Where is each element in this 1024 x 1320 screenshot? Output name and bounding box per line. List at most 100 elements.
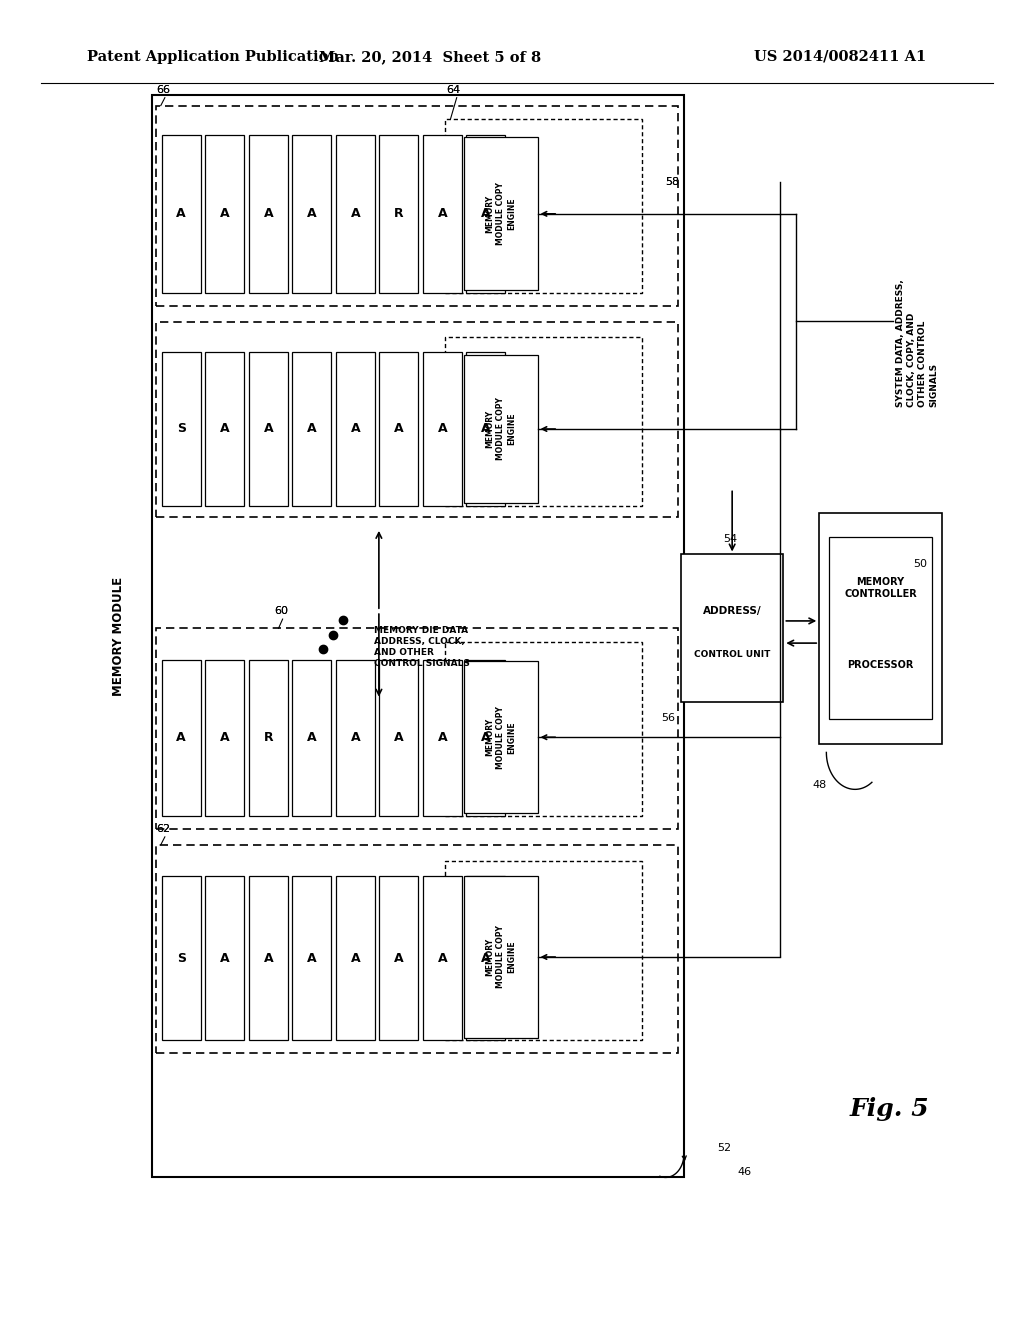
Bar	[380, 660, 419, 816]
Text: A: A	[220, 207, 229, 220]
Text: A: A	[350, 731, 360, 744]
Bar	[445, 119, 642, 293]
Text: A: A	[481, 207, 490, 220]
Text: A: A	[263, 207, 273, 220]
Text: A: A	[220, 952, 229, 965]
Text: A: A	[307, 731, 316, 744]
Text: A: A	[437, 207, 447, 220]
Text: A: A	[437, 422, 447, 436]
Bar	[156, 845, 678, 1053]
Text: PROCESSOR: PROCESSOR	[848, 660, 913, 669]
Bar	[336, 876, 375, 1040]
Text: A: A	[350, 207, 360, 220]
Bar	[467, 660, 506, 816]
Text: 64: 64	[446, 84, 461, 95]
Text: 66: 66	[157, 84, 171, 95]
Text: MEMORY
MODULE COPY
ENGINE: MEMORY MODULE COPY ENGINE	[485, 397, 516, 461]
Bar	[380, 352, 419, 506]
Bar	[152, 95, 684, 1177]
Bar	[249, 352, 288, 506]
Text: A: A	[263, 952, 273, 965]
Bar	[819, 513, 942, 744]
Bar	[464, 137, 538, 290]
Text: 50: 50	[913, 560, 928, 569]
Text: 66: 66	[157, 84, 171, 95]
Bar	[162, 876, 201, 1040]
Bar	[423, 135, 462, 293]
Text: A: A	[437, 952, 447, 965]
Bar	[464, 355, 538, 503]
Bar	[467, 876, 506, 1040]
Text: A: A	[263, 422, 273, 436]
Text: 48: 48	[812, 780, 826, 791]
Text: A: A	[481, 422, 490, 436]
Text: 58: 58	[666, 177, 680, 187]
Bar	[467, 352, 506, 506]
Text: Fig. 5: Fig. 5	[850, 1097, 930, 1121]
Bar	[467, 135, 506, 293]
Text: A: A	[176, 207, 186, 220]
Bar	[205, 660, 245, 816]
Bar	[380, 135, 419, 293]
Text: 62: 62	[157, 824, 171, 834]
Bar	[205, 876, 245, 1040]
Bar	[156, 322, 678, 517]
Text: 62: 62	[157, 824, 171, 834]
Text: R: R	[263, 731, 273, 744]
Bar	[829, 537, 932, 719]
Text: A: A	[307, 422, 316, 436]
Text: 60: 60	[274, 606, 289, 616]
Bar	[464, 876, 538, 1038]
Text: 54: 54	[723, 533, 737, 544]
Bar	[293, 660, 331, 816]
Bar	[336, 135, 375, 293]
Text: MEMORY DIE DATA
ADDRESS, CLOCK,
AND OTHER
CONTROL SIGNALS: MEMORY DIE DATA ADDRESS, CLOCK, AND OTHE…	[374, 626, 470, 668]
Text: A: A	[481, 952, 490, 965]
Text: 64: 64	[446, 84, 461, 95]
Bar	[336, 660, 375, 816]
Text: 56: 56	[662, 713, 676, 723]
Bar	[423, 876, 462, 1040]
Bar	[423, 660, 462, 816]
Text: A: A	[481, 731, 490, 744]
Bar	[423, 352, 462, 506]
Bar	[249, 135, 288, 293]
Text: A: A	[394, 731, 403, 744]
Bar	[156, 106, 678, 306]
Bar	[293, 876, 331, 1040]
Text: Patent Application Publication: Patent Application Publication	[87, 50, 339, 63]
Bar	[464, 661, 538, 813]
Text: S: S	[177, 422, 185, 436]
Bar	[336, 352, 375, 506]
Bar	[681, 554, 783, 702]
Bar	[249, 876, 288, 1040]
Text: 46: 46	[737, 1167, 752, 1177]
Text: Mar. 20, 2014  Sheet 5 of 8: Mar. 20, 2014 Sheet 5 of 8	[319, 50, 541, 63]
Bar	[293, 352, 331, 506]
Text: US 2014/0082411 A1: US 2014/0082411 A1	[754, 50, 926, 63]
Bar	[162, 135, 201, 293]
Text: A: A	[220, 422, 229, 436]
Text: MEMORY
MODULE COPY
ENGINE: MEMORY MODULE COPY ENGINE	[485, 925, 516, 989]
Text: 58: 58	[666, 177, 680, 187]
Text: MEMORY MODULE: MEMORY MODULE	[113, 577, 125, 696]
Bar	[162, 660, 201, 816]
Text: CONTROL UNIT: CONTROL UNIT	[694, 651, 770, 660]
Text: A: A	[350, 422, 360, 436]
Bar	[162, 352, 201, 506]
Bar	[445, 861, 642, 1040]
Text: MEMORY
MODULE COPY
ENGINE: MEMORY MODULE COPY ENGINE	[485, 706, 516, 768]
Text: SYSTEM DATA, ADDRESS,
CLOCK, COPY, AND
OTHER CONTROL
SIGNALS: SYSTEM DATA, ADDRESS, CLOCK, COPY, AND O…	[896, 280, 938, 407]
Text: R: R	[394, 207, 403, 220]
Bar	[380, 876, 419, 1040]
Bar	[249, 660, 288, 816]
Text: A: A	[394, 422, 403, 436]
Text: ADDRESS/: ADDRESS/	[702, 606, 762, 615]
Text: A: A	[176, 731, 186, 744]
Bar	[205, 135, 245, 293]
Bar	[445, 642, 642, 816]
Text: A: A	[350, 952, 360, 965]
Text: S: S	[177, 952, 185, 965]
Text: MEMORY
MODULE COPY
ENGINE: MEMORY MODULE COPY ENGINE	[485, 182, 516, 246]
Text: MEMORY
CONTROLLER: MEMORY CONTROLLER	[844, 577, 918, 599]
